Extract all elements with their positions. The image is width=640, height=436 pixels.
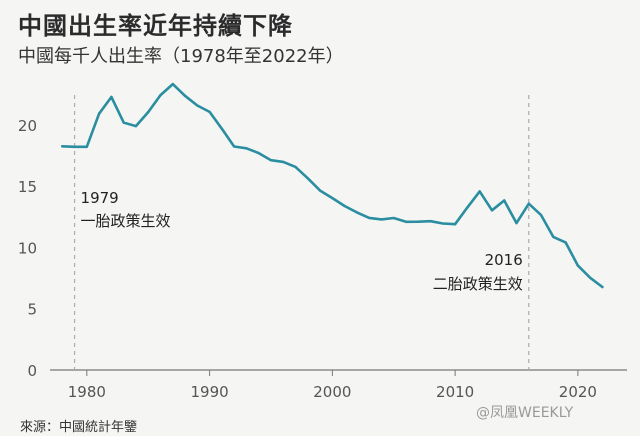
data-point: [232, 145, 236, 148]
chart-title: 中國出生率近年持續下降: [18, 12, 293, 40]
data-point: [490, 209, 494, 212]
data-point: [171, 82, 174, 86]
data-point: [97, 112, 101, 115]
data-point: [441, 222, 445, 225]
y-tick-label: 20: [18, 117, 37, 135]
data-point: [282, 160, 285, 164]
data-point: [552, 235, 555, 239]
data-point: [208, 110, 211, 114]
chart-subtitle: 中國每千人出生率（1978年至2022年）: [18, 46, 344, 67]
data-point: [367, 216, 371, 220]
data-point: [257, 151, 260, 155]
data-point: [122, 121, 125, 124]
x-tick-label: 2010: [436, 383, 474, 401]
data-point: [355, 211, 359, 214]
data-point: [392, 216, 395, 220]
policy-label: 二胎政策生效: [433, 275, 523, 293]
data-point: [466, 206, 469, 209]
data-point: [269, 158, 273, 162]
data-point: [539, 213, 543, 217]
data-point: [183, 94, 187, 98]
x-tick-label: 1980: [68, 383, 106, 401]
data-point: [318, 189, 322, 192]
policy-year-label: 1979: [81, 189, 119, 207]
data-point: [331, 196, 334, 200]
data-point: [429, 220, 432, 223]
data-point: [478, 190, 481, 193]
data-point: [515, 221, 518, 225]
data-point: [85, 145, 89, 149]
policy-year-label: 2016: [485, 251, 523, 269]
y-tick-label: 5: [27, 301, 37, 319]
data-point: [527, 202, 530, 205]
data-point: [601, 285, 604, 289]
y-tick-label: 15: [18, 178, 37, 196]
data-point: [147, 110, 150, 114]
policy-label: 一胎政策生效: [81, 212, 171, 230]
data-point: [61, 145, 64, 148]
data-point: [564, 241, 567, 244]
y-tick-label: 0: [27, 362, 37, 380]
data-point: [503, 199, 506, 202]
x-tick-label: 2000: [313, 383, 351, 401]
data-point: [343, 204, 346, 208]
data-point: [588, 276, 592, 280]
data-point: [453, 222, 457, 226]
x-tick-label: 2020: [559, 383, 597, 401]
source-note: 來源：中國統計年鑒: [20, 420, 138, 435]
data-point: [73, 145, 76, 149]
data-point: [110, 95, 113, 99]
data-point: [245, 147, 248, 150]
data-point: [380, 218, 383, 221]
x-tick-label: 1990: [191, 383, 229, 401]
data-point: [134, 124, 138, 128]
data-point: [159, 93, 162, 97]
data-point: [196, 104, 199, 107]
data-point: [306, 177, 310, 180]
data-point: [294, 165, 297, 169]
watermark: @凤凰WEEKLY: [476, 405, 574, 421]
data-point: [220, 127, 224, 131]
data-point: [576, 264, 580, 267]
data-point: [404, 220, 408, 224]
y-tick-label: 10: [18, 239, 37, 257]
data-point: [417, 220, 420, 223]
